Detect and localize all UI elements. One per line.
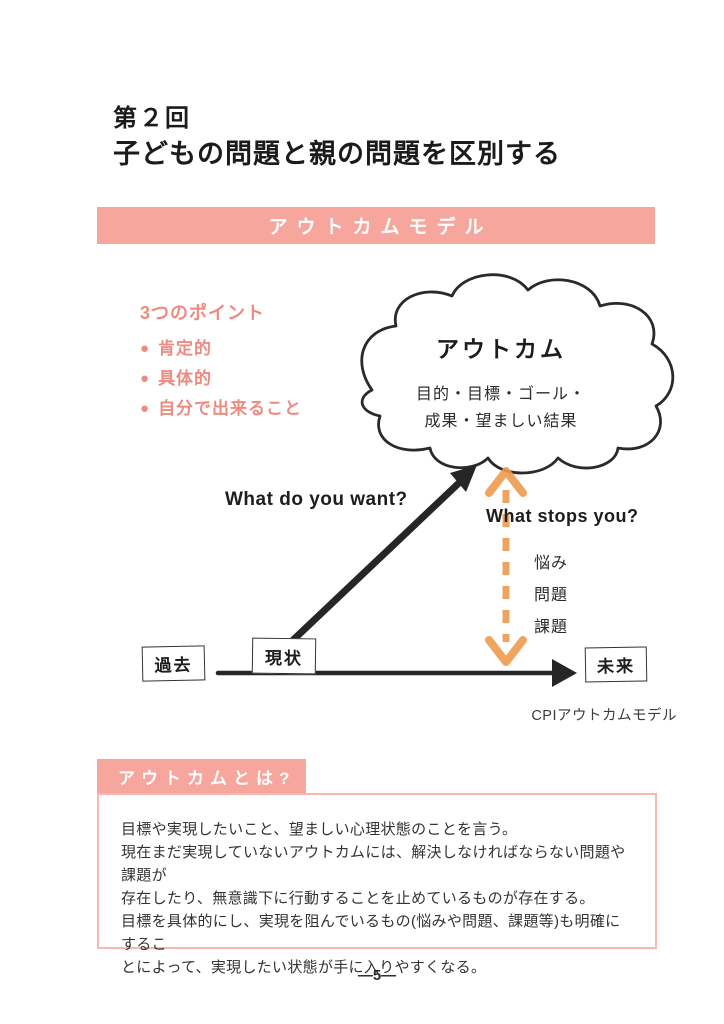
want-arrow-head (450, 465, 477, 492)
cloud-callout: アウトカム 目的・目標・ゴール・ 成果・望ましい結果 (370, 330, 632, 435)
cloud-shape (360, 273, 675, 475)
timeline-box-future: 未来 (584, 646, 648, 683)
page-number: —5— (357, 967, 397, 984)
explanation-text: 目標や実現したいこと、望ましい心理状態のことを言う。 現在まだ実現していないアウ… (121, 821, 626, 976)
stops-arrow-label: What stops you? (486, 506, 639, 526)
timeline-arrow-head (552, 659, 577, 687)
bullet-icon: ● (140, 340, 151, 357)
list-item: ● 具体的 (140, 364, 302, 394)
stops-arrow-head-up (485, 467, 527, 497)
page-title: 第２回 子どもの問題と親の問題を区別する (113, 102, 561, 172)
outcome-model-banner: アウトカムモデル (97, 207, 655, 244)
point-label: 肯定的 (158, 339, 213, 358)
point-label: 自分で出来ること (158, 399, 303, 418)
timeline-label: 現状 (264, 648, 304, 668)
three-points-list: 3つのポイント ● 肯定的 ● 具体的 ● 自分で出来ること (140, 299, 302, 424)
list-item: ● 自分で出来ること (140, 394, 302, 424)
title-line-1: 第２回 (113, 105, 191, 132)
stops-arrow-head-down (485, 636, 527, 666)
diagram-caption: CPIアウトカムモデル (531, 708, 677, 724)
cloud-body: 目的・目標・ゴール・ 成果・望ましい結果 (415, 386, 586, 430)
obstacles-list: 悩み 問題 課題 (534, 555, 569, 636)
want-arrow-label: What do you want? (225, 489, 408, 510)
banner-label: アウトカムモデル (268, 217, 493, 238)
cloud-title: アウトカム (436, 336, 566, 362)
timeline-box-present: 現状 (251, 637, 317, 675)
timeline-label: 過去 (154, 655, 193, 676)
bullet-icon: ● (140, 400, 151, 417)
timeline-box-past: 過去 (141, 645, 206, 682)
bullet-icon: ● (140, 370, 151, 387)
point-label: 具体的 (158, 369, 213, 388)
section-heading: アウトカムとは? (118, 769, 296, 788)
section-heading-tab: アウトカムとは? (97, 759, 306, 794)
timeline-label: 未来 (596, 656, 636, 677)
list-item: ● 肯定的 (140, 334, 302, 364)
want-arrow (287, 477, 465, 646)
points-heading: 3つのポイント (140, 303, 266, 323)
explanation-box: 目標や実現したいこと、望ましい心理状態のことを言う。 現在まだ実現していないアウ… (97, 793, 657, 976)
title-line-2: 子どもの問題と親の問題を区別する (113, 139, 561, 169)
